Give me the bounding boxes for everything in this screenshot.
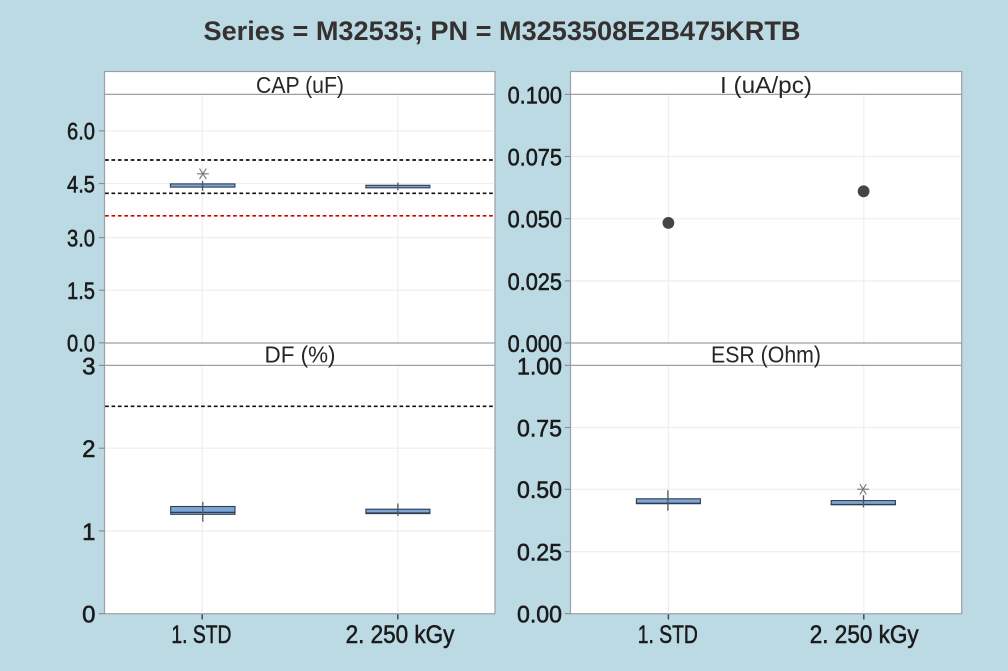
svg-text:1. STD: 1. STD xyxy=(638,621,698,649)
svg-text:0.100: 0.100 xyxy=(508,82,562,109)
svg-text:0.50: 0.50 xyxy=(517,477,562,504)
svg-text:ESR (Ohm): ESR (Ohm) xyxy=(711,342,821,368)
svg-text:0.025: 0.025 xyxy=(508,269,562,296)
svg-text:0.0: 0.0 xyxy=(67,331,95,358)
svg-text:1.00: 1.00 xyxy=(517,353,562,380)
svg-text:0.050: 0.050 xyxy=(508,207,562,234)
svg-text:0.75: 0.75 xyxy=(517,415,562,442)
svg-text:6.0: 6.0 xyxy=(67,119,95,146)
svg-text:0.00: 0.00 xyxy=(517,602,562,629)
svg-text:I (uA/pc): I (uA/pc) xyxy=(720,72,812,98)
svg-text:2. 250 kGy: 2. 250 kGy xyxy=(810,621,919,649)
svg-text:3.0: 3.0 xyxy=(67,226,95,253)
svg-text:2. 250 kGy: 2. 250 kGy xyxy=(346,621,455,649)
svg-text:Series = M32535; PN = M3253508: Series = M32535; PN = M3253508E2B475KRTB xyxy=(204,16,801,46)
svg-text:1.5: 1.5 xyxy=(67,278,95,305)
svg-text:0.000: 0.000 xyxy=(508,331,562,358)
svg-text:3: 3 xyxy=(82,353,95,380)
svg-text:CAP (uF): CAP (uF) xyxy=(256,72,344,98)
svg-text:1: 1 xyxy=(82,519,95,546)
svg-text:2: 2 xyxy=(82,436,95,463)
svg-text:1. STD: 1. STD xyxy=(171,621,231,649)
svg-text:0: 0 xyxy=(82,602,95,629)
svg-text:0.075: 0.075 xyxy=(508,144,562,171)
svg-text:DF (%): DF (%) xyxy=(265,342,336,368)
svg-text:4.5: 4.5 xyxy=(67,171,95,198)
svg-text:0.25: 0.25 xyxy=(517,540,562,567)
